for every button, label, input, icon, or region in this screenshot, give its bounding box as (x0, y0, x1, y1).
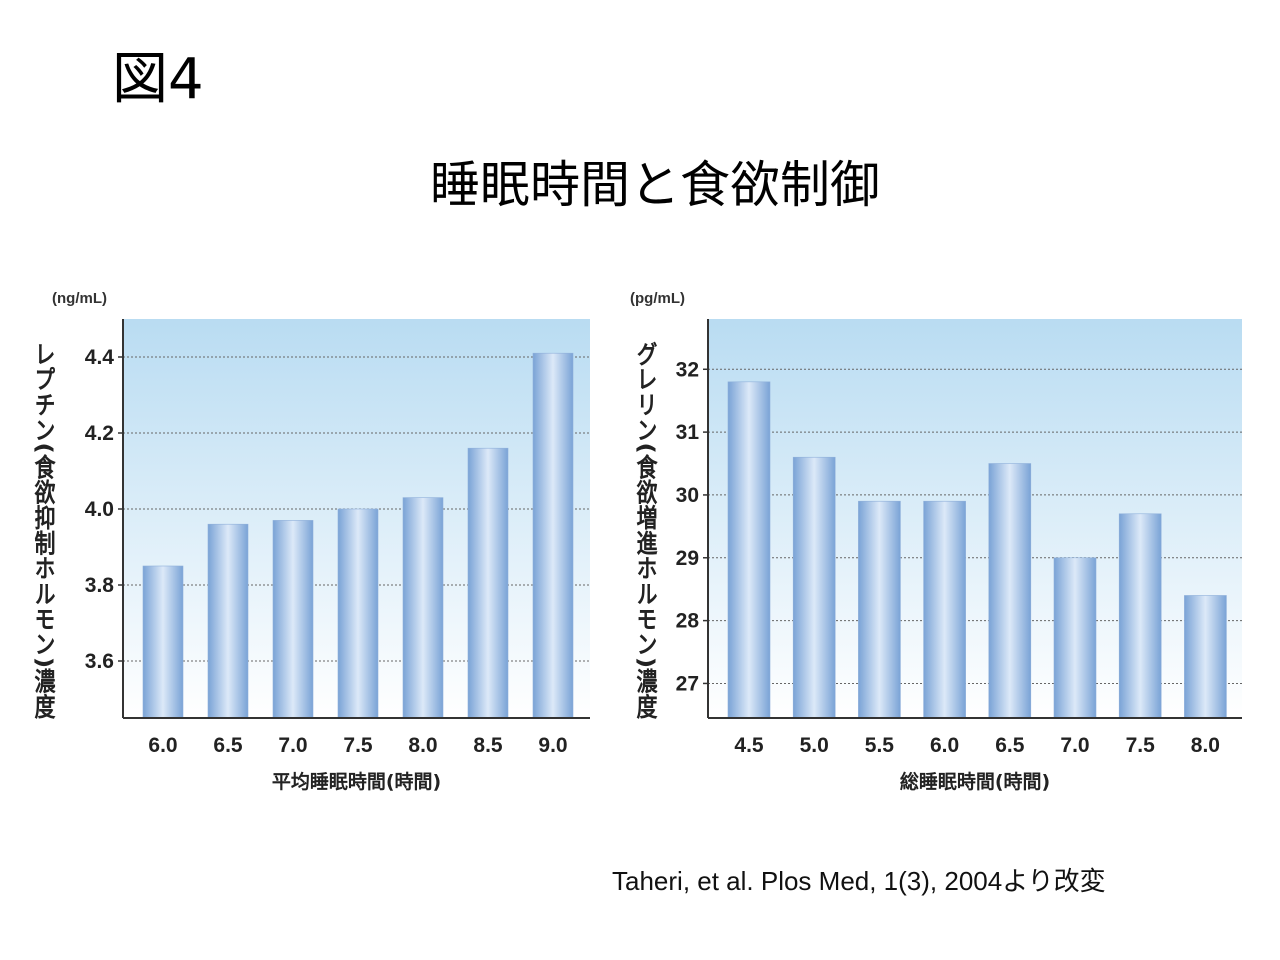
bar (207, 523, 249, 719)
y-tick-label: 31 (676, 421, 700, 444)
x-tick-label: 7.0 (1060, 734, 1089, 757)
x-tick-label: 6.5 (995, 734, 1025, 757)
bar (337, 508, 379, 719)
bar (402, 497, 444, 719)
y-tick-label: 4.2 (85, 422, 114, 445)
bar (272, 520, 314, 719)
x-tick-label: 5.5 (865, 734, 895, 757)
y-tick-label: 29 (676, 547, 699, 570)
y-tick-label: 4.4 (85, 346, 115, 369)
citation: Taheri, et al. Plos Med, 1(3), 2004より改変 (612, 866, 1106, 896)
x-tick-label: 8.0 (408, 734, 437, 757)
bar (792, 456, 836, 719)
bar (988, 463, 1032, 719)
y-tick-label: 32 (676, 358, 699, 381)
y-tick-label: 27 (676, 672, 699, 695)
y-axis-title: レプチン(食欲抑制ホルモン)濃度 (32, 341, 57, 721)
y-unit-label: (ng/mL) (52, 290, 107, 307)
bar (1118, 513, 1162, 719)
y-tick-label: 28 (676, 610, 700, 633)
x-tick-label: 8.5 (473, 734, 503, 757)
bar (1053, 557, 1097, 719)
x-tick-label: 6.0 (930, 734, 959, 757)
x-tick-label: 6.0 (148, 734, 177, 757)
x-tick-label: 7.5 (1126, 734, 1156, 757)
y-axis-title: グレリン(食欲増進ホルモン)濃度 (634, 341, 659, 721)
y-tick-label: 4.0 (85, 498, 114, 521)
x-axis-title: 総睡眠時間(時間) (900, 770, 1050, 793)
x-tick-label: 6.5 (213, 734, 243, 757)
bar (1184, 595, 1227, 719)
bar (467, 447, 509, 719)
bar (727, 381, 771, 719)
ghrelin-chart: 27 28 29 30 31 32 4.5 5.0 5.5 6.0 6.5 7.0 7.5 8.0 (pg/… (630, 290, 1242, 793)
x-tick-label: 4.5 (734, 734, 764, 757)
bar (532, 352, 574, 719)
figure-label: 図4 (112, 47, 204, 112)
x-tick-label: 5.0 (800, 734, 829, 757)
y-unit-label: (pg/mL) (630, 290, 685, 307)
slide-title: 睡眠時間と食欲制御 (430, 156, 880, 214)
bar (923, 500, 966, 719)
x-tick-label: 7.0 (278, 734, 307, 757)
bar (858, 500, 901, 719)
x-tick-label: 7.5 (343, 734, 373, 757)
y-tick-label: 3.6 (85, 650, 114, 673)
bar (142, 565, 184, 719)
y-tick-label: 3.8 (85, 574, 115, 597)
plot-background (708, 319, 1242, 718)
x-tick-label: 9.0 (538, 734, 567, 757)
y-tick-label: 30 (676, 484, 699, 507)
x-tick-label: 8.0 (1191, 734, 1220, 757)
x-axis-title: 平均睡眠時間(時間) (272, 770, 441, 793)
leptin-chart: 3.6 3.8 4.0 4.2 4.4 6.0 6.5 7.0 7.5 8.0 8.5 9.0 (ng/… (32, 290, 590, 793)
